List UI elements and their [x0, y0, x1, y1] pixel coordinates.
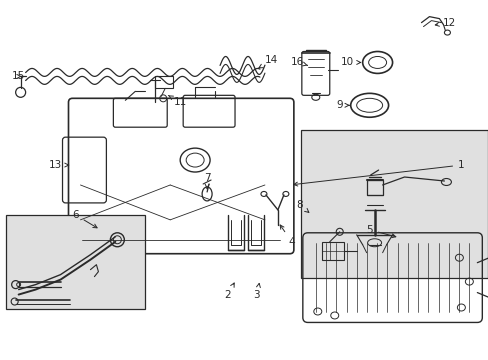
Text: 5: 5 — [366, 225, 395, 238]
Text: 11: 11 — [168, 95, 186, 107]
Bar — [366, 180, 382, 195]
Bar — [155, 76, 173, 88]
Bar — [300, 130, 488, 278]
Text: 14: 14 — [258, 55, 278, 68]
Text: 10: 10 — [341, 58, 360, 67]
Text: 16: 16 — [291, 58, 306, 67]
Text: 1: 1 — [293, 160, 464, 186]
Bar — [321, 242, 343, 260]
Text: 4: 4 — [280, 225, 295, 247]
Bar — [6, 215, 145, 310]
Text: 7: 7 — [203, 173, 210, 189]
Text: 3: 3 — [253, 283, 260, 300]
Text: 15: 15 — [12, 71, 25, 81]
Text: 2: 2 — [224, 283, 234, 300]
Text: 12: 12 — [434, 18, 455, 28]
Text: 9: 9 — [336, 100, 348, 110]
Text: 6: 6 — [72, 210, 97, 228]
Text: 8: 8 — [296, 200, 308, 212]
Text: 13: 13 — [49, 160, 68, 170]
